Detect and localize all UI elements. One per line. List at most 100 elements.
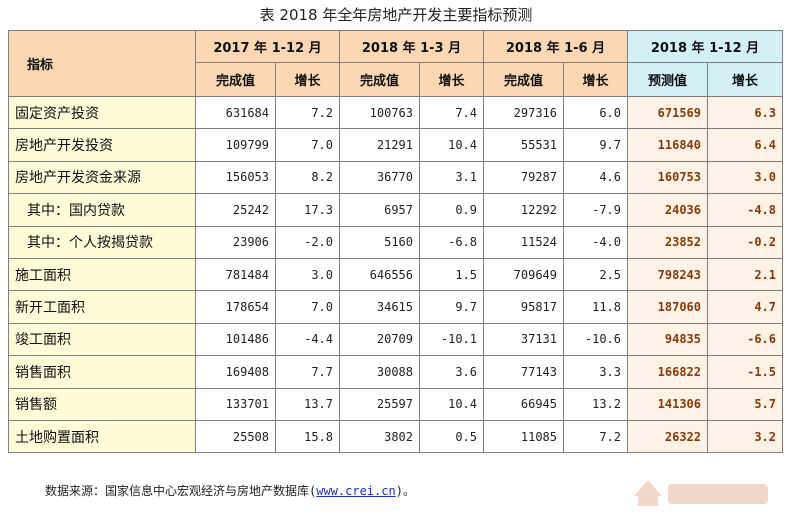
cell-value-2017: 101486 — [195, 322, 276, 357]
row-label: 销售额 — [8, 387, 196, 421]
cell-value-2018q1: 5160 — [339, 225, 420, 259]
cell-growth-2018q1: 3.6 — [419, 355, 484, 389]
subheader-value: 完成值 — [483, 62, 564, 97]
cell-growth-2017: 3.0 — [275, 257, 340, 292]
row-label: 其中：国内贷款 — [8, 193, 196, 227]
cell-growth-2018q1: -6.8 — [419, 225, 484, 259]
row-label: 其中：个人按揭贷款 — [8, 225, 196, 259]
cell-value-2017: 133701 — [195, 387, 276, 421]
cell-value-2018q1: 20709 — [339, 322, 420, 357]
house-logo-watermark — [634, 480, 768, 506]
period-header-2018-full-forecast: 2018 年 1-12 月 — [627, 30, 783, 63]
table-row: 房地产开发资金来源 156053 8.2 36770 3.1 79287 4.6 160753… — [8, 160, 783, 195]
row-label: 土地购置面积 — [8, 419, 196, 454]
table-row: 土地购置面积 25508 15.8 3802 0.5 11085 7.2 26322 3.2 — [8, 419, 783, 454]
house-logo-icon — [634, 480, 768, 506]
cell-forecast-growth: 6.4 — [707, 128, 783, 162]
cell-growth-2018h1: 11.8 — [563, 290, 628, 324]
cell-forecast-value: 23852 — [627, 225, 708, 259]
row-label: 房地产开发投资 — [8, 128, 196, 162]
cell-growth-2018q1: 10.4 — [419, 128, 484, 162]
table-row: 其中：国内贷款 25242 17.3 6957 0.9 12292 -7.9 24036 -4.… — [8, 193, 783, 227]
source-suffix: )。 — [395, 484, 415, 498]
cell-value-2018q1: 6957 — [339, 193, 420, 227]
cell-forecast-growth: 6.3 — [707, 95, 783, 130]
cell-value-2018h1: 709649 — [483, 257, 564, 292]
cell-forecast-growth: 5.7 — [707, 387, 783, 421]
table-row: 销售面积 169408 7.7 30088 3.6 77143 3.3 166822 -1.5 — [8, 355, 783, 389]
cell-value-2017: 23906 — [195, 225, 276, 259]
cell-growth-2017: 15.8 — [275, 419, 340, 454]
cell-growth-2018h1: 9.7 — [563, 128, 628, 162]
table-title: 表 2018 年全年房地产开发主要指标预测 — [259, 6, 533, 24]
cell-forecast-growth: -1.5 — [707, 355, 783, 389]
cell-value-2018q1: 646556 — [339, 257, 420, 292]
indicator-header: 指标 — [8, 30, 196, 97]
table-body: 固定资产投资 631684 7.2 100763 7.4 297316 6.0 671569 6… — [8, 95, 783, 454]
cell-growth-2018q1: 9.7 — [419, 290, 484, 324]
cell-forecast-value: 141306 — [627, 387, 708, 421]
cell-value-2018h1: 12292 — [483, 193, 564, 227]
subheader-value: 完成值 — [339, 62, 420, 97]
table-row: 固定资产投资 631684 7.2 100763 7.4 297316 6.0 671569 6… — [8, 95, 783, 130]
cell-value-2018h1: 77143 — [483, 355, 564, 389]
row-label: 新开工面积 — [8, 290, 196, 324]
period-header-2018-h1: 2018 年 1-6 月 — [483, 30, 628, 63]
cell-forecast-value: 160753 — [627, 160, 708, 195]
row-label: 房地产开发资金来源 — [8, 160, 196, 195]
subheader-growth: 增长 — [275, 62, 340, 97]
cell-growth-2017: 7.0 — [275, 290, 340, 324]
subheader-value: 完成值 — [195, 62, 276, 97]
cell-forecast-value: 116840 — [627, 128, 708, 162]
cell-growth-2017: 8.2 — [275, 160, 340, 195]
cell-forecast-value: 671569 — [627, 95, 708, 130]
subheader-growth: 增长 — [707, 62, 783, 97]
cell-growth-2018h1: 6.0 — [563, 95, 628, 130]
period-header-2017-full: 2017 年 1-12 月 — [195, 30, 340, 63]
cell-value-2017: 109799 — [195, 128, 276, 162]
cell-growth-2017: 7.2 — [275, 95, 340, 130]
table-row: 房地产开发投资 109799 7.0 21291 10.4 55531 9.7 116840 6… — [8, 128, 783, 162]
cell-growth-2018q1: 10.4 — [419, 387, 484, 421]
cell-value-2018h1: 11524 — [483, 225, 564, 259]
cell-growth-2017: -2.0 — [275, 225, 340, 259]
cell-growth-2017: -4.4 — [275, 322, 340, 357]
cell-forecast-value: 26322 — [627, 419, 708, 454]
cell-growth-2018h1: 2.5 — [563, 257, 628, 292]
cell-value-2018q1: 36770 — [339, 160, 420, 195]
cell-value-2018h1: 37131 — [483, 322, 564, 357]
cell-growth-2018q1: 0.9 — [419, 193, 484, 227]
table-row: 竣工面积 101486 -4.4 20709 -10.1 37131 -10.6 94835-… — [8, 322, 783, 357]
subheader-growth: 增长 — [419, 62, 484, 97]
cell-growth-2018h1: -10.6 — [563, 322, 628, 357]
source-link[interactable]: www.crei.cn — [316, 484, 396, 498]
cell-growth-2018q1: -10.1 — [419, 322, 484, 357]
cell-growth-2018q1: 0.5 — [419, 419, 484, 454]
row-label: 竣工面积 — [8, 322, 196, 357]
cell-growth-2017: 13.7 — [275, 387, 340, 421]
cell-value-2017: 781484 — [195, 257, 276, 292]
cell-value-2017: 631684 — [195, 95, 276, 130]
cell-growth-2017: 17.3 — [275, 193, 340, 227]
cell-forecast-value: 94835 — [627, 322, 708, 357]
cell-forecast-value: 166822 — [627, 355, 708, 389]
cell-forecast-growth: 2.1 — [707, 257, 783, 292]
cell-forecast-growth: -6.6 — [707, 322, 783, 357]
row-label: 固定资产投资 — [8, 95, 196, 130]
cell-growth-2018q1: 7.4 — [419, 95, 484, 130]
cell-growth-2018q1: 1.5 — [419, 257, 484, 292]
cell-value-2017: 169408 — [195, 355, 276, 389]
subheader-forecast: 预测值 — [627, 62, 708, 97]
cell-growth-2018h1: 7.2 — [563, 419, 628, 454]
cell-value-2018h1: 79287 — [483, 160, 564, 195]
table-row: 其中：个人按揭贷款 23906 -2.0 5160 -6.8 11524 -4.0 23852… — [8, 225, 783, 259]
cell-value-2018h1: 11085 — [483, 419, 564, 454]
cell-growth-2018h1: 3.3 — [563, 355, 628, 389]
subheader-growth: 增长 — [563, 62, 628, 97]
table-row: 施工面积 781484 3.0 646556 1.5 709649 2.5 798243 2.1 — [8, 257, 783, 292]
cell-growth-2018h1: 4.6 — [563, 160, 628, 195]
cell-value-2018h1: 66945 — [483, 387, 564, 421]
cell-value-2017: 25242 — [195, 193, 276, 227]
cell-value-2018h1: 55531 — [483, 128, 564, 162]
indicator-table: 指标 2017 年 1-12 月 2018 年 1-3 月 2018 年 1-6… — [8, 30, 783, 454]
